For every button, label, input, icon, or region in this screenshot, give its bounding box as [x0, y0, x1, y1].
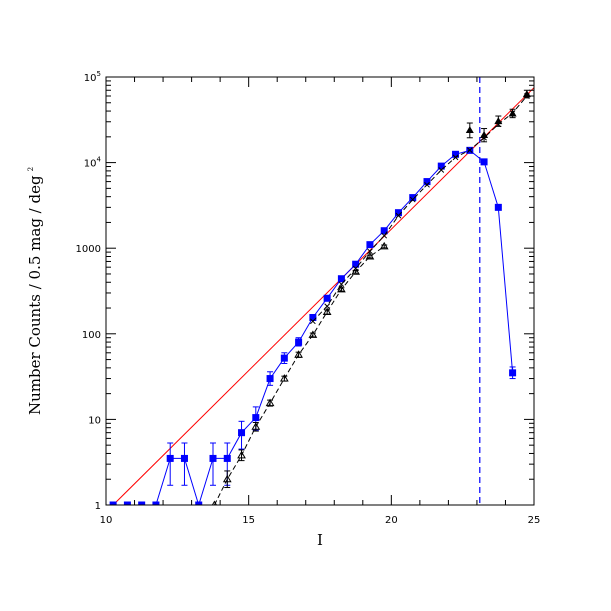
series-2-point-5	[381, 232, 388, 239]
y-axis-title-text: Number Counts / 0.5 mag / deg	[26, 175, 44, 415]
plot-area	[109, 77, 534, 505]
series-1-point-3	[251, 422, 261, 430]
series-1-point-8	[322, 307, 332, 315]
y-tick-label-exp-4: 4	[97, 156, 102, 164]
series-0-point-14	[309, 314, 317, 322]
series-0-point-17	[352, 260, 360, 268]
series-0-point-9	[238, 429, 246, 437]
series-3-point-3	[508, 109, 517, 117]
y-tick-label-1: 10	[88, 415, 101, 426]
series-0-point-23	[437, 162, 445, 170]
series-0-point-15	[323, 294, 331, 302]
series-0-point-4	[166, 454, 174, 462]
series-2-point-1	[324, 303, 330, 310]
series-3-point-1	[480, 131, 489, 139]
plot-marks	[109, 77, 534, 505]
x-tick-label-1: 15	[242, 515, 255, 526]
y-tick-label-base-4: 10	[84, 159, 97, 170]
y-tick-label-2: 100	[82, 330, 101, 341]
series-0-point-24	[452, 150, 460, 158]
series-1-point-7	[308, 330, 318, 338]
series-0-point-0	[109, 501, 117, 505]
series-0-point-11	[266, 375, 274, 383]
series-2-point-4	[367, 248, 373, 255]
series-0-point-8	[223, 454, 231, 462]
series-2-point-10	[452, 154, 459, 161]
x-tick-label-3: 25	[528, 515, 541, 526]
series-0-point-13	[295, 338, 303, 346]
x-axis-title: I	[317, 531, 323, 549]
series-2-point-9	[438, 167, 445, 173]
y-tick-label-base-5: 10	[84, 73, 97, 84]
series-0-point-28	[509, 369, 517, 377]
series-1-point-11	[365, 252, 375, 260]
series-2-point-11	[466, 147, 473, 153]
y-tick-label-base-3: 1000	[76, 244, 101, 255]
series-1-point-5	[279, 374, 289, 382]
y-axis-title-superscript: 2	[27, 167, 35, 171]
y-axis-title: Number Counts / 0.5 mag / deg 2	[26, 167, 44, 415]
y-tick-label-5: 105	[84, 70, 101, 84]
series-0-point-3	[152, 501, 160, 505]
series-0-point-2	[138, 501, 146, 505]
x-tick-label-0: 10	[100, 515, 113, 526]
series-2-point-2	[338, 281, 345, 288]
y-tick-label-exp-5: 5	[97, 70, 101, 78]
series-1-point-9	[337, 284, 346, 293]
series-1-point-10	[351, 267, 361, 275]
series-0-point-16	[337, 275, 345, 283]
series-1-point-12	[379, 241, 389, 250]
series-2-point-6	[395, 212, 402, 219]
series-0-point-7	[209, 454, 217, 462]
series-0-point-21	[409, 194, 417, 202]
series-0-point-18	[366, 241, 374, 249]
series-0-point-10	[252, 414, 260, 422]
series-1-point-1	[222, 474, 232, 483]
series-0-point-5	[180, 454, 188, 462]
series-1-point-4	[265, 398, 275, 407]
series-0-point-19	[380, 227, 388, 235]
x-tick-label-2: 20	[385, 515, 398, 526]
series-0-point-6	[195, 501, 203, 505]
series-0-point-1	[123, 501, 131, 505]
series-0-point-27	[494, 203, 502, 211]
series-0-point-20	[394, 209, 402, 217]
series-0-point-26	[480, 158, 488, 166]
y-tick-label-4: 104	[84, 156, 102, 170]
series-2-point-0	[310, 318, 316, 325]
series-2-point-8	[424, 181, 430, 188]
series-1-point-2	[237, 450, 246, 459]
y-tick-label-3: 1000	[76, 244, 101, 255]
series-0-point-22	[423, 178, 431, 186]
series-3-point-4	[522, 90, 531, 98]
y-tick-label-base-0: 1	[95, 501, 101, 512]
series-2-line	[312, 95, 528, 322]
series-2-point-7	[409, 196, 416, 203]
series-1-point-6	[294, 350, 303, 358]
y-tick-label-0: 1	[95, 501, 101, 512]
plot-frame	[105, 76, 535, 506]
series-3-point-0	[465, 126, 474, 134]
series-2-point-3	[352, 265, 359, 272]
y-tick-label-base-1: 10	[88, 415, 101, 426]
series-0-point-12	[280, 354, 288, 362]
fit-line	[112, 87, 534, 505]
series-3-point-2	[494, 117, 503, 125]
y-tick-label-base-2: 100	[82, 330, 101, 341]
